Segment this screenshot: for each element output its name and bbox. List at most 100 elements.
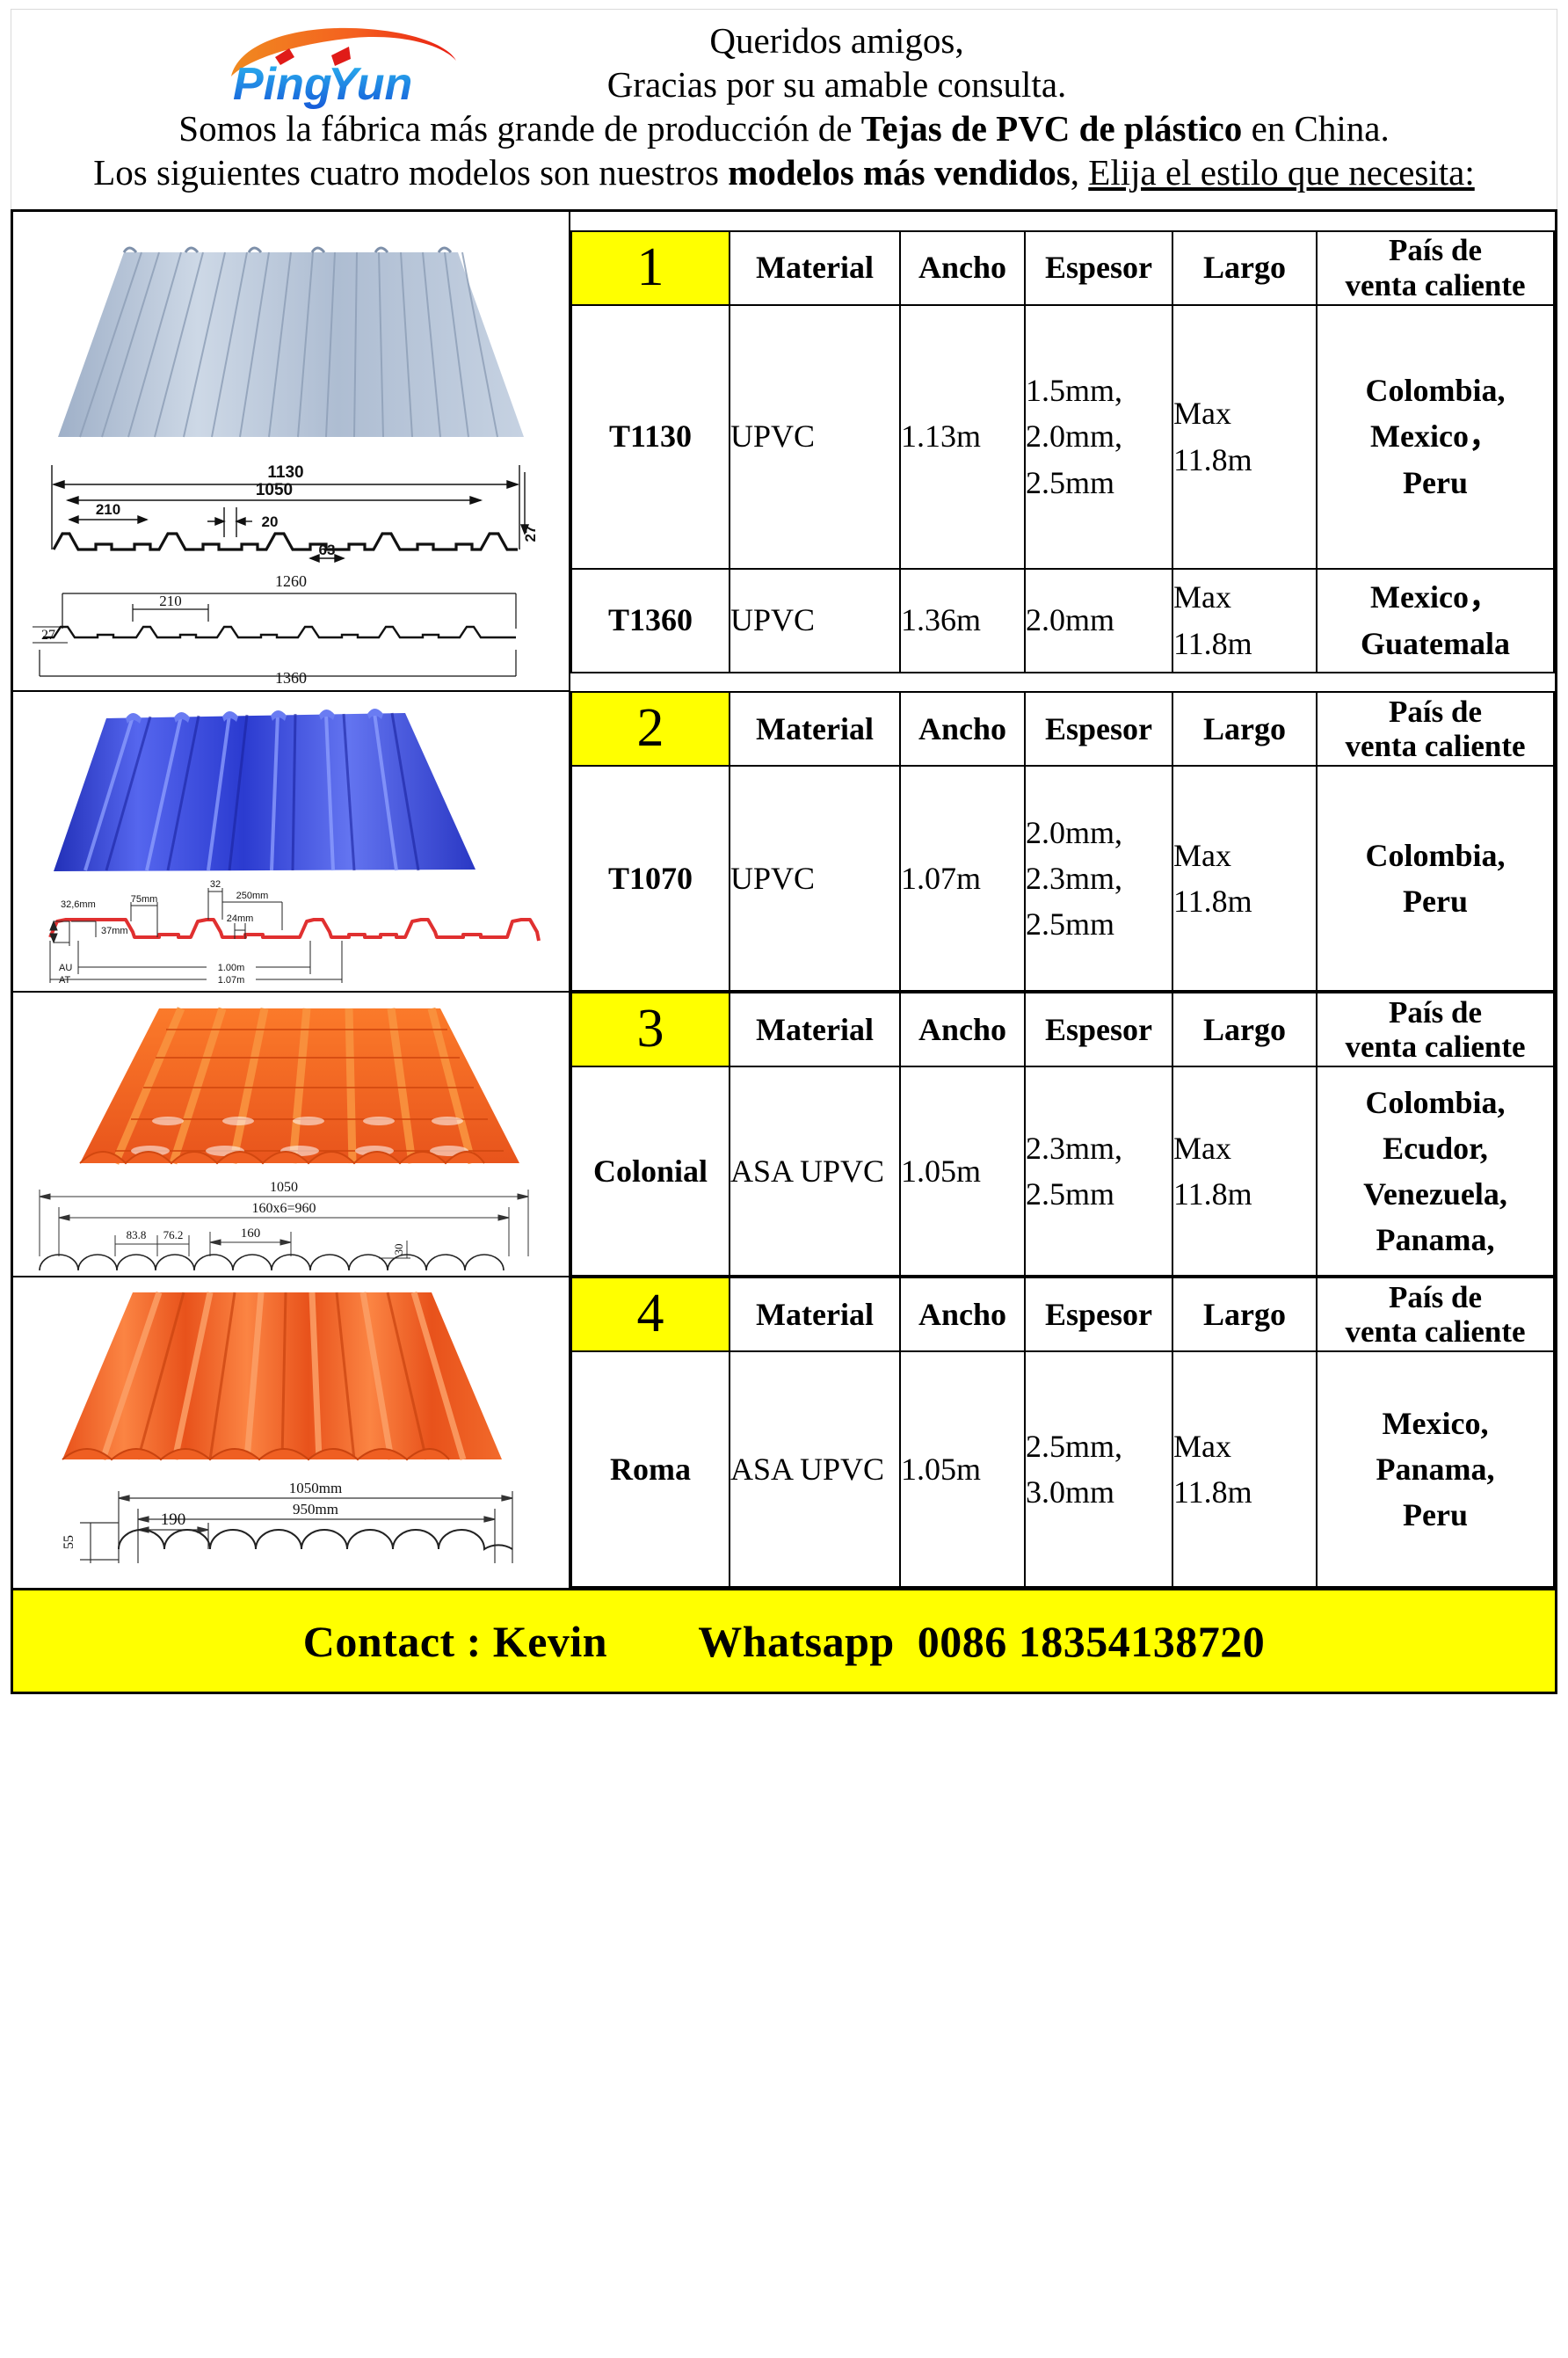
svg-text:1.00m: 1.00m — [218, 963, 245, 973]
svg-text:37mm: 37mm — [101, 926, 128, 936]
ancho-value: 1.07m — [899, 765, 1026, 992]
col-header-ancho-3: Ancho — [899, 992, 1026, 1067]
col-header-ancho-4: Ancho — [899, 1277, 1026, 1352]
model-name: Colonial — [570, 1066, 730, 1277]
svg-text:27: 27 — [522, 526, 539, 542]
col-header-pais-2: País de venta caliente — [1316, 691, 1555, 767]
table-row: Roma ASA UPVC 1.05m 2.5mm, 3.0mm Max 11.… — [570, 1350, 1555, 1588]
svg-text:AT: AT — [59, 975, 71, 986]
svg-text:950mm: 950mm — [293, 1501, 338, 1517]
espesor-value: 1.5mm, 2.0mm, 2.5mm — [1024, 303, 1173, 570]
pais-line-2: venta caliente — [1345, 1314, 1526, 1349]
pais-value: Colombia, Mexico， Peru — [1316, 303, 1555, 570]
svg-text:63: 63 — [319, 542, 336, 558]
model-name: Roma — [570, 1350, 730, 1588]
table-row: T1360 UPVC 1.36m 2.0mm Max 11.8m Mexico，… — [570, 567, 1555, 673]
tech-drawing-t1130: 1130 1050 210 20 63 27 1260 — [27, 446, 555, 685]
svg-text:32,6mm: 32,6mm — [61, 899, 96, 910]
pingyun-logo: Ping Yun — [221, 22, 458, 119]
ancho-value: 1.05m — [899, 1066, 1026, 1277]
pais-value: Colombia, Ecudor, Venezuela, Panama, — [1316, 1066, 1555, 1277]
product-image-cell-2: 32,6mm 37mm 75mm 32 250mm 24mm AU 1.00m … — [11, 690, 570, 993]
pais-line-1: País de — [1389, 233, 1482, 268]
greeting-line-1: Queridos amigos, — [709, 20, 964, 61]
svg-text:55: 55 — [62, 1535, 76, 1549]
model-name: T1070 — [570, 765, 730, 992]
svg-text:250mm: 250mm — [236, 891, 269, 901]
spec-table-cell-1: 1 Material Ancho Espesor Largo País de v… — [570, 210, 1557, 691]
pais-line-1: País de — [1389, 994, 1482, 1030]
model-name: T1130 — [570, 303, 730, 570]
spec-header-row-3: 3 Material Ancho Espesor Largo País de v… — [570, 992, 1555, 1067]
svg-text:76.2: 76.2 — [163, 1228, 184, 1241]
col-header-espesor-4: Espesor — [1024, 1277, 1173, 1352]
col-header-ancho-2: Ancho — [899, 691, 1026, 767]
largo-value: Max 11.8m — [1172, 765, 1318, 992]
block-number-2: 2 — [570, 691, 730, 767]
product-visual-2: 32,6mm 37mm 75mm 32 250mm 24mm AU 1.00m … — [13, 692, 569, 991]
table-row: Colonial ASA UPVC 1.05m 2.3mm, 2.5mm Max… — [570, 1066, 1555, 1277]
col-header-espesor-3: Espesor — [1024, 992, 1173, 1067]
product-block-1: 1130 1050 210 20 63 27 1260 — [11, 209, 1557, 692]
spec-table-cell-4: 4 Material Ancho Espesor Largo País de v… — [570, 1277, 1557, 1590]
espesor-value: 2.0mm, 2.3mm, 2.5mm — [1024, 765, 1173, 992]
largo-value: Max 11.8m — [1172, 303, 1318, 570]
model-name: T1360 — [570, 567, 730, 673]
spec-table-2: 2 Material Ancho Espesor Largo País de v… — [570, 691, 1555, 992]
col-header-material-4: Material — [729, 1277, 901, 1352]
espesor-value: 2.5mm, 3.0mm — [1024, 1350, 1173, 1588]
product-photo-t1130 — [58, 246, 524, 438]
svg-text:32: 32 — [210, 879, 221, 890]
pais-line-1: País de — [1389, 694, 1482, 729]
col-header-pais-4: País de venta caliente — [1316, 1277, 1555, 1352]
product-visual-4: 1050mm 950mm 190 55 — [13, 1277, 569, 1588]
product-photo-roma — [62, 1291, 502, 1460]
col-header-largo-4: Largo — [1172, 1277, 1318, 1352]
col-header-pais-1: País de venta caliente — [1316, 229, 1555, 306]
product-image-cell-1: 1130 1050 210 20 63 27 1260 — [11, 209, 570, 692]
col-header-material-3: Material — [729, 992, 901, 1067]
col-header-material-1: Material — [729, 229, 901, 306]
largo-value: Max 11.8m — [1172, 567, 1318, 673]
svg-text:160: 160 — [241, 1226, 261, 1241]
svg-text:24mm: 24mm — [227, 913, 254, 924]
greeting-line-4: Los siguientes cuatro modelos son nuestr… — [11, 150, 1557, 194]
material-value: UPVC — [729, 765, 901, 992]
material-value: ASA UPVC — [729, 1350, 901, 1588]
spec-table-3: 3 Material Ancho Espesor Largo País de v… — [570, 992, 1555, 1277]
pais-line-2: venta caliente — [1345, 729, 1526, 763]
spec-header-row-2: 2 Material Ancho Espesor Largo País de v… — [570, 691, 1555, 767]
col-header-espesor-2: Espesor — [1024, 691, 1173, 767]
contact-info: Contact : Kevin Whatsapp 0086 1835413872… — [302, 1616, 1266, 1666]
spec-table-1: 1 Material Ancho Espesor Largo País de v… — [570, 229, 1555, 673]
svg-text:Yun: Yun — [328, 59, 412, 110]
line4-comma: , — [1070, 152, 1089, 193]
col-header-largo-3: Largo — [1172, 992, 1318, 1067]
header-text-block: Queridos amigos, Gracias por su amable c… — [11, 13, 1557, 194]
product-block-2: 32,6mm 37mm 75mm 32 250mm 24mm AU 1.00m … — [11, 690, 1557, 993]
line4-highlight: modelos más vendidos — [728, 152, 1071, 193]
product-visual-1: 1130 1050 210 20 63 27 1260 — [13, 212, 569, 690]
col-header-espesor-1: Espesor — [1024, 229, 1173, 306]
line3-part-c: en China. — [1242, 108, 1390, 149]
greeting-line-3: Somos la fábrica más grande de producció… — [11, 106, 1557, 150]
table-row: T1130 UPVC 1.13m 1.5mm, 2.0mm, 2.5mm Max… — [570, 303, 1555, 570]
svg-text:83.8: 83.8 — [127, 1228, 147, 1241]
col-header-material-2: Material — [729, 691, 901, 767]
header-banner: Ping Yun Queridos amigos, Gracias por su… — [11, 9, 1557, 209]
product-photo-colonial — [79, 1007, 519, 1165]
svg-text:1260: 1260 — [275, 572, 307, 590]
pais-value: Mexico, Panama, Peru — [1316, 1350, 1555, 1588]
svg-text:AU: AU — [59, 963, 72, 973]
svg-text:1360: 1360 — [275, 669, 307, 685]
svg-text:210: 210 — [96, 501, 120, 518]
col-header-ancho-1: Ancho — [899, 229, 1026, 306]
col-header-largo-2: Largo — [1172, 691, 1318, 767]
product-photo-t1070 — [54, 709, 475, 871]
line4-part-a: Los siguientes cuatro modelos son nuestr… — [93, 152, 729, 193]
line3-part-a: Somos la fábrica más grande de producció… — [178, 108, 861, 149]
espesor-value: 2.0mm — [1024, 567, 1173, 673]
products-table: 1130 1050 210 20 63 27 1260 — [11, 209, 1557, 1590]
col-header-pais-3: País de venta caliente — [1316, 992, 1555, 1067]
